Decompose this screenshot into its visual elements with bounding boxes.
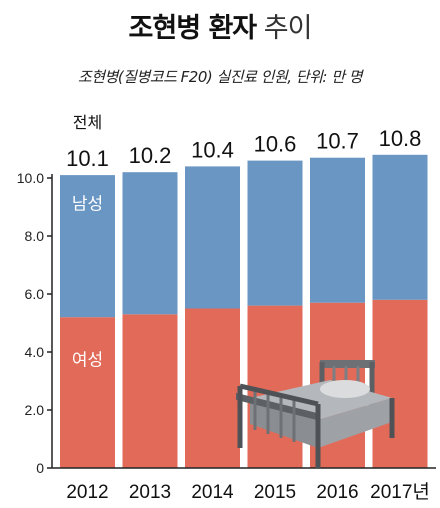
x-tick-label: 2013 xyxy=(129,482,171,503)
x-tick-label: 2015 xyxy=(254,482,296,503)
bar-female-2013 xyxy=(122,314,178,468)
bar-male-2012 xyxy=(60,175,115,318)
y-tick-label: 6.0 xyxy=(25,286,45,302)
bar-female-2012 xyxy=(60,317,115,468)
x-tick-label: 2017년 xyxy=(370,481,430,503)
total-value-label: 10.8 xyxy=(379,126,422,151)
x-tick-label: 2014 xyxy=(191,482,234,503)
series-label-female: 여성 xyxy=(72,350,103,370)
total-value-label: 10.7 xyxy=(316,129,359,154)
x-tick-label: 2012 xyxy=(66,482,108,503)
bar-female-2014 xyxy=(185,308,240,468)
y-axis: 0 2.0 4.0 6.0 8.0 10.0 xyxy=(17,170,53,476)
bars-group xyxy=(60,154,428,468)
x-axis: 2012 2013 2014 2015 2016 2017년 xyxy=(52,467,436,503)
bar-male-2013 xyxy=(122,172,178,315)
bar-female-2015 xyxy=(247,305,303,468)
total-value-label: 10.2 xyxy=(129,143,172,168)
title-main: 조현병 환자 xyxy=(128,13,258,44)
y-tick-label: 4.0 xyxy=(25,344,45,360)
y-tick-label: 0 xyxy=(36,460,44,476)
total-value-label: 10.6 xyxy=(254,132,297,157)
series-label-male: 남성 xyxy=(72,195,103,215)
bar-male-2016 xyxy=(310,157,365,303)
bar-male-2017년 xyxy=(372,154,428,300)
y-tick-label: 2.0 xyxy=(25,402,45,418)
totals-heading: 전체 xyxy=(73,113,102,132)
bar-male-2015 xyxy=(247,160,303,306)
chart-title: 조현병 환자 추이 xyxy=(0,6,440,45)
bar-female-2017년 xyxy=(372,299,428,468)
y-tick-label: 8.0 xyxy=(25,228,45,244)
chart-subtitle: 조현병(질병코드 F20) 실진료 인원, 단위: 만 명 xyxy=(77,68,363,86)
total-value-label: 10.4 xyxy=(191,137,234,162)
y-tick-label: 10.0 xyxy=(17,170,44,186)
title-suffix: 추이 xyxy=(263,13,313,44)
bar-male-2014 xyxy=(185,166,240,309)
total-value-label: 10.1 xyxy=(66,146,109,171)
hospital-bed-icon xyxy=(236,360,395,468)
x-tick-label: 2016 xyxy=(316,482,358,503)
